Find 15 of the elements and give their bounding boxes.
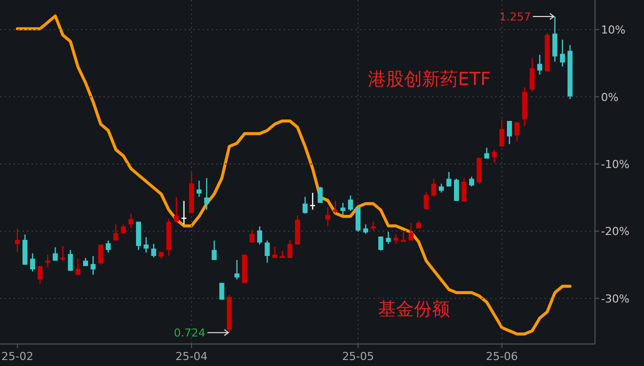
x-tick-label: 25-05 [342, 350, 374, 363]
annotation: 0.724 [174, 326, 206, 340]
x-tick-label: 25-02 [1, 350, 34, 363]
x-tick-label: 25-04 [176, 350, 208, 363]
y-tick-label: -10% [601, 158, 630, 171]
y-tick-label: 10% [601, 24, 626, 37]
annotation: 港股创新药ETF [368, 69, 491, 90]
y-tick-label: -30% [601, 292, 630, 306]
y-tick-label: 0% [601, 90, 618, 104]
annotation: 1.257 [499, 10, 531, 24]
y-tick-label: -20% [601, 225, 630, 238]
annotation: 1.257 [499, 10, 555, 24]
series-label: 基金份额 [378, 299, 450, 320]
x-tick-label: 25-06 [486, 350, 518, 363]
annotation: 0.724 [174, 326, 230, 340]
